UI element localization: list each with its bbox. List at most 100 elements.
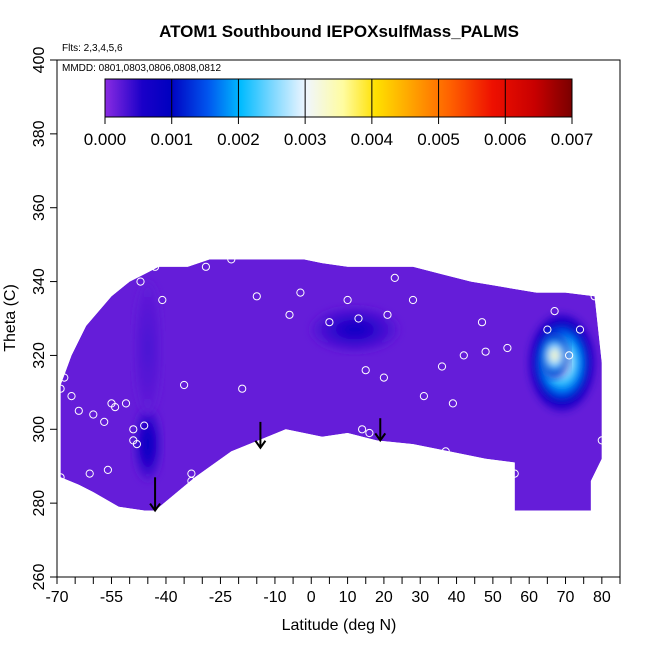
heatmap-hotspot bbox=[311, 307, 399, 352]
sample-point bbox=[361, 366, 370, 375]
colorbar-tick-label: 0.001 bbox=[150, 130, 193, 149]
colorbar-tick-label: 0.007 bbox=[551, 130, 594, 149]
y-tick-label: 260 bbox=[31, 564, 48, 591]
sample-point bbox=[343, 295, 352, 305]
sample-point bbox=[136, 277, 145, 286]
y-axis: 260 280 300 320 340 360 380 400 bbox=[31, 47, 57, 591]
heatmap-hotspot bbox=[133, 281, 163, 415]
heatmap-hotspot-level bbox=[146, 440, 150, 449]
sample-point bbox=[60, 373, 69, 382]
sample-point bbox=[57, 384, 65, 393]
heatmap-background bbox=[60, 259, 602, 511]
heatmap-hotspot bbox=[540, 333, 570, 378]
colorbar-ticks: 0.000 0.001 0.002 0.003 0.004 0.005 0.006 0.007 bbox=[84, 79, 594, 149]
sample-point bbox=[408, 295, 418, 305]
sample-point bbox=[590, 292, 599, 301]
heatmap-hotspot bbox=[133, 407, 163, 481]
sample-point bbox=[419, 392, 428, 401]
sample-point bbox=[121, 399, 131, 408]
down-arrow-head bbox=[149, 502, 161, 513]
sample-point bbox=[100, 417, 109, 426]
sample-point bbox=[132, 440, 141, 449]
x-tick-label: -55 bbox=[100, 589, 123, 606]
x-tick-label: 70 bbox=[557, 589, 575, 606]
sample-point bbox=[57, 473, 65, 482]
sample-point bbox=[597, 436, 606, 445]
x-tick-label: 50 bbox=[484, 589, 502, 606]
colorbar-tick-label: 0.003 bbox=[284, 130, 327, 149]
sample-point bbox=[575, 325, 585, 334]
sample-point bbox=[180, 380, 189, 390]
sample-point bbox=[107, 399, 116, 408]
heatmap-hotspot-level bbox=[146, 340, 150, 356]
chart-title: ATOM1 Southbound IEPOXsulfMass_PALMS bbox=[159, 22, 519, 41]
down-arrow bbox=[374, 418, 387, 443]
sample-point bbox=[365, 428, 374, 438]
x-tick-label: 60 bbox=[520, 589, 538, 606]
sample-point bbox=[459, 351, 468, 360]
sample-point bbox=[448, 399, 457, 408]
x-tick-label: 0 bbox=[307, 589, 316, 606]
sample-point bbox=[477, 318, 487, 327]
sample-point bbox=[252, 292, 261, 301]
x-tick-label: -70 bbox=[45, 589, 68, 606]
sample-point bbox=[187, 476, 196, 486]
x-tick-label: 40 bbox=[448, 589, 466, 606]
sample-point bbox=[227, 255, 236, 264]
colorbar: 0.000 0.001 0.002 0.003 0.004 0.005 0.006 0.007 bbox=[84, 78, 594, 149]
plot-area bbox=[57, 255, 606, 513]
sample-point bbox=[481, 347, 490, 356]
y-tick-label: 280 bbox=[31, 490, 48, 517]
x-tick-label: 30 bbox=[411, 589, 429, 606]
colorbar-tick-label: 0.004 bbox=[351, 130, 394, 149]
x-tick-label: -25 bbox=[209, 589, 232, 606]
sample-point bbox=[437, 362, 447, 371]
sample-point bbox=[140, 421, 149, 430]
heatmap-region bbox=[60, 259, 602, 511]
y-tick-label: 300 bbox=[31, 416, 48, 443]
sample-point bbox=[325, 318, 334, 327]
sample-point bbox=[89, 410, 98, 419]
sample-point bbox=[390, 273, 399, 282]
sample-point bbox=[379, 373, 388, 382]
colorbar-tick-label: 0.000 bbox=[84, 130, 127, 149]
sample-points bbox=[57, 255, 606, 508]
y-tick-label: 340 bbox=[31, 268, 48, 295]
heatmap-hotspot-level bbox=[350, 327, 360, 333]
sample-point bbox=[565, 351, 574, 360]
x-tick-label: -10 bbox=[263, 589, 286, 606]
heatmap-hotspot-level bbox=[553, 352, 557, 358]
sample-point bbox=[85, 469, 94, 478]
plot-frame bbox=[56, 59, 621, 578]
sample-point bbox=[158, 295, 167, 305]
sample-point bbox=[594, 499, 603, 508]
x-tick-label: 80 bbox=[593, 589, 611, 606]
sample-point bbox=[550, 307, 559, 316]
x-tick-label: 10 bbox=[339, 589, 357, 606]
colorbar-tick-label: 0.006 bbox=[484, 130, 527, 149]
sample-point bbox=[129, 425, 138, 434]
flights-note: Flts: 2,3,4,5,6 bbox=[62, 43, 123, 54]
x-axis-label: Latitude (deg N) bbox=[282, 617, 397, 634]
y-tick-label: 400 bbox=[31, 47, 48, 74]
sample-point bbox=[503, 343, 512, 353]
sample-point bbox=[67, 392, 76, 401]
sample-point bbox=[358, 425, 367, 434]
down-arrow bbox=[254, 421, 267, 450]
sample-point bbox=[238, 384, 247, 393]
sample-point bbox=[510, 469, 519, 478]
sample-point bbox=[354, 314, 363, 323]
colorbar-ramp bbox=[104, 78, 573, 118]
colorbar-tick-label: 0.005 bbox=[417, 130, 460, 149]
x-tick-label: -40 bbox=[154, 589, 177, 606]
down-arrow-head bbox=[374, 432, 387, 443]
y-tick-label: 320 bbox=[31, 342, 48, 369]
arrows bbox=[149, 418, 387, 513]
sample-point bbox=[74, 406, 83, 415]
down-arrow bbox=[149, 477, 161, 513]
sample-point bbox=[441, 447, 450, 456]
sample-point bbox=[597, 469, 606, 478]
sample-point bbox=[383, 310, 392, 319]
x-tick-label: 20 bbox=[375, 589, 393, 606]
